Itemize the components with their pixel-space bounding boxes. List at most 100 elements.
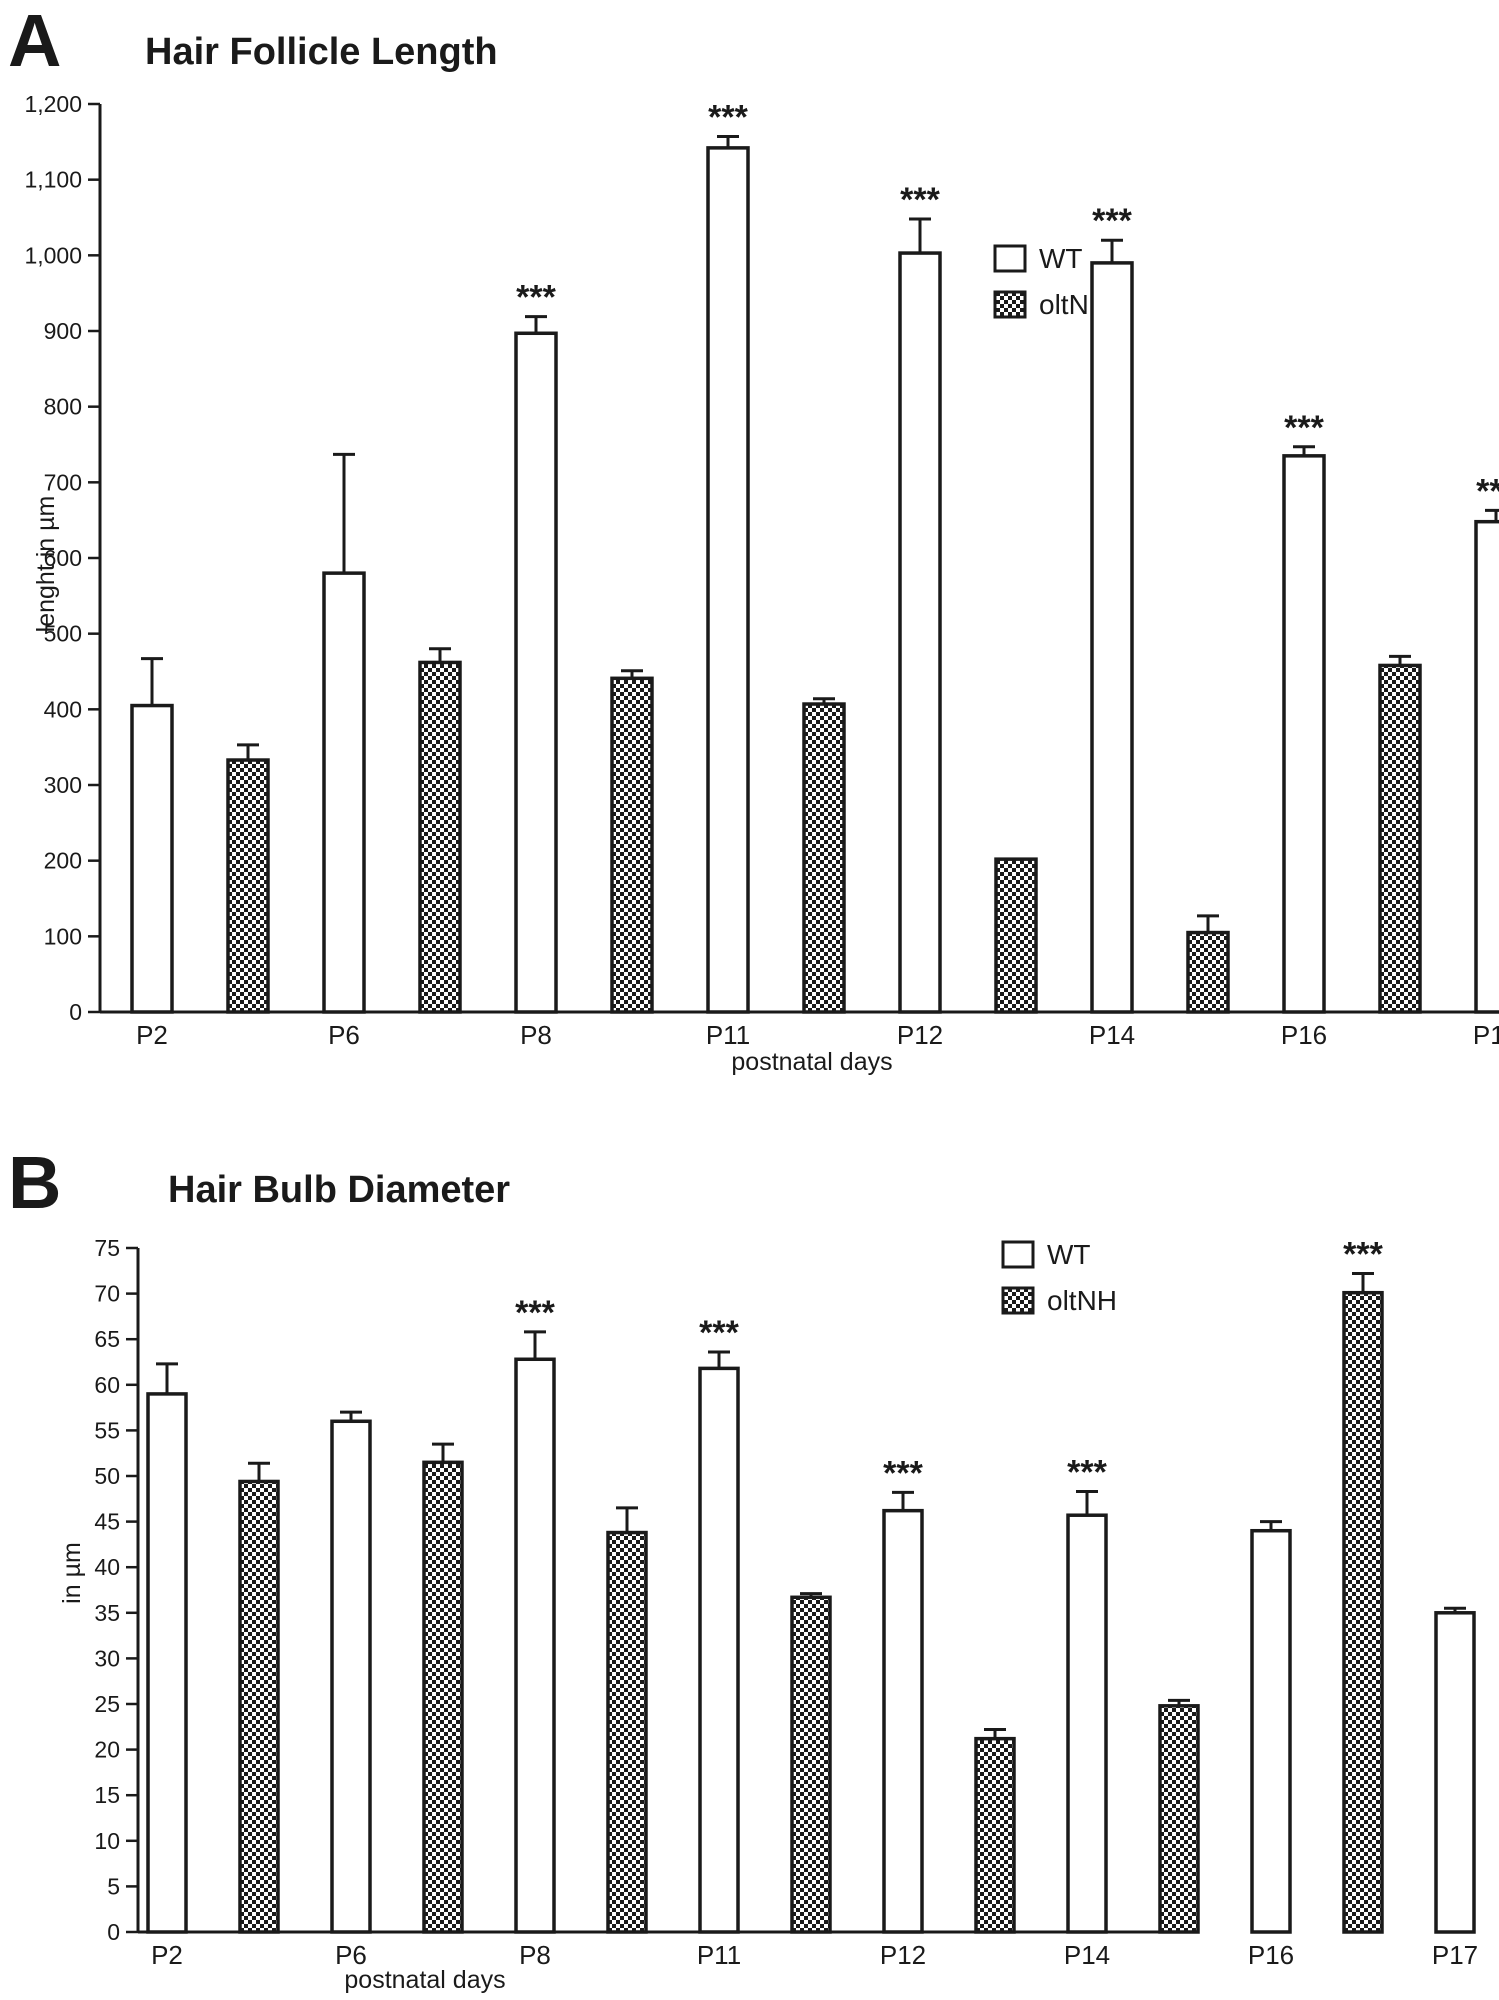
y-tick-label: 55 bbox=[94, 1417, 120, 1443]
x-tick-label: P11 bbox=[706, 1020, 750, 1050]
panel-a-y-axis-title: lenght in µm bbox=[32, 496, 60, 633]
y-tick-label: 900 bbox=[44, 318, 82, 344]
bar-wt-p6 bbox=[322, 571, 366, 1014]
panel-b-y-axis-title: in µm bbox=[58, 1542, 86, 1604]
y-tick-label: 35 bbox=[94, 1600, 120, 1626]
y-tick-label: 50 bbox=[94, 1463, 120, 1489]
legend-swatch-oltnh bbox=[993, 290, 1027, 319]
bar-oltnh-p2 bbox=[226, 758, 270, 1014]
bar-wt-p17 bbox=[1434, 1611, 1476, 1934]
x-tick-label: P17 bbox=[1473, 1020, 1499, 1050]
panel-a-title: Hair Follicle Length bbox=[145, 31, 498, 73]
bar-wt-p17 bbox=[1474, 519, 1499, 1014]
y-tick-label: 100 bbox=[44, 923, 82, 949]
legend-label-oltnh: oltNH bbox=[1047, 1285, 1117, 1316]
bar-wt-p11 bbox=[706, 146, 750, 1014]
panel-b-title: Hair Bulb Diameter bbox=[168, 1169, 510, 1211]
legend-swatch-wt bbox=[993, 244, 1027, 273]
panel-b-plot: 0 5 10 15 20 25 30 35 40 45 50 55 60 65 70 75 P2 P6 P8 P11 P… bbox=[94, 1235, 1478, 1970]
y-tick-label: 1,100 bbox=[24, 167, 82, 193]
x-tick-label: P6 bbox=[328, 1020, 360, 1050]
significance-marker: *** bbox=[883, 1454, 923, 1492]
y-tick-label: 0 bbox=[69, 999, 82, 1025]
panel-a-x-axis-title: postnatal days bbox=[731, 1048, 892, 1076]
panel-a-plot: 0 100 200 300 400 500 600 700 800 900 1,000 1,100 1,… bbox=[24, 91, 1499, 1050]
bar-wt-p8 bbox=[514, 1357, 556, 1934]
y-tick-label: 65 bbox=[94, 1326, 120, 1352]
x-tick-label: P17 bbox=[1432, 1940, 1478, 1970]
bar-wt-p12 bbox=[898, 251, 942, 1014]
bar-oltnh-p12 bbox=[974, 1736, 1016, 1934]
panel-b: B Hair Bulb Diameter in µm postnatal day… bbox=[8, 1141, 1478, 1994]
y-tick-label: 500 bbox=[44, 621, 82, 647]
y-tick-label: 800 bbox=[44, 394, 82, 420]
y-tick-label: 70 bbox=[94, 1281, 120, 1307]
panel-b-x-axis-title: postnatal days bbox=[344, 1966, 505, 1994]
y-tick-label: 25 bbox=[94, 1691, 120, 1717]
significance-marker: *** bbox=[515, 1294, 555, 1332]
bar-oltnh-p11 bbox=[790, 1595, 832, 1934]
significance-marker: *** bbox=[1067, 1454, 1107, 1492]
y-tick-label: 15 bbox=[94, 1782, 120, 1808]
legend-label-wt: WT bbox=[1039, 243, 1083, 274]
bar-oltnh-p11 bbox=[802, 702, 846, 1014]
y-tick-label: 75 bbox=[94, 1235, 120, 1261]
x-tick-label: P16 bbox=[1248, 1940, 1294, 1970]
y-tick-label: 10 bbox=[94, 1828, 120, 1854]
bar-oltnh-p8 bbox=[606, 1530, 648, 1934]
panel-a: A Hair Follicle Length lenght in µm post… bbox=[8, 0, 1499, 1076]
bar-wt-p11 bbox=[698, 1366, 740, 1934]
y-tick-label: 5 bbox=[107, 1873, 120, 1899]
significance-marker: *** bbox=[1343, 1236, 1383, 1274]
panel-b-legend: WT oltNH bbox=[1001, 1239, 1117, 1316]
significance-marker: *** bbox=[1092, 202, 1132, 240]
bar-oltnh-p2 bbox=[238, 1479, 280, 1934]
y-tick-label: 200 bbox=[44, 848, 82, 874]
x-tick-label: P2 bbox=[136, 1020, 168, 1050]
bar-wt-p14 bbox=[1066, 1513, 1108, 1934]
significance-marker: *** bbox=[708, 99, 748, 137]
significance-marker: *** bbox=[900, 181, 940, 219]
bar-oltnh-p6 bbox=[418, 660, 462, 1014]
y-tick-label: 20 bbox=[94, 1737, 120, 1763]
y-tick-label: 600 bbox=[44, 545, 82, 571]
x-tick-label: P14 bbox=[1089, 1020, 1135, 1050]
x-tick-label: P11 bbox=[697, 1940, 741, 1970]
y-tick-label: 700 bbox=[44, 469, 82, 495]
x-tick-label: P12 bbox=[880, 1940, 926, 1970]
panel-a-letter: A bbox=[8, 0, 61, 82]
bar-wt-p8 bbox=[514, 331, 558, 1014]
significance-marker: *** bbox=[516, 279, 556, 317]
y-tick-label: 30 bbox=[94, 1645, 120, 1671]
bar-oltnh-p16 bbox=[1378, 663, 1422, 1014]
bar-wt-p16 bbox=[1282, 454, 1326, 1014]
legend-swatch-wt bbox=[1001, 1240, 1035, 1269]
bar-wt-p16 bbox=[1250, 1528, 1292, 1934]
bar-wt-p2 bbox=[130, 703, 174, 1014]
y-tick-label: 60 bbox=[94, 1372, 120, 1398]
y-tick-label: 300 bbox=[44, 772, 82, 798]
x-tick-label: P8 bbox=[519, 1940, 551, 1970]
bar-wt-p6 bbox=[330, 1419, 372, 1934]
x-tick-label: P14 bbox=[1064, 1940, 1110, 1970]
x-tick-label: P8 bbox=[520, 1020, 552, 1050]
significance-marker: *** bbox=[1284, 409, 1324, 447]
bar-oltnh-p6 bbox=[422, 1460, 464, 1934]
x-tick-label: P6 bbox=[335, 1940, 367, 1970]
bar-oltnh-p12 bbox=[994, 857, 1038, 1014]
panel-b-letter: B bbox=[8, 1141, 61, 1224]
bar-wt-p12 bbox=[882, 1508, 924, 1934]
bar-oltnh-p8 bbox=[610, 676, 654, 1014]
significance-marker: *** bbox=[1476, 472, 1499, 510]
legend-swatch-oltnh bbox=[1001, 1286, 1035, 1315]
bar-wt-p14 bbox=[1090, 261, 1134, 1014]
y-tick-label: 0 bbox=[107, 1919, 120, 1945]
x-tick-label: P12 bbox=[897, 1020, 943, 1050]
y-tick-label: 1,000 bbox=[24, 242, 82, 268]
y-tick-label: 45 bbox=[94, 1509, 120, 1535]
bar-oltnh-p14 bbox=[1158, 1704, 1200, 1934]
significance-marker: *** bbox=[699, 1314, 739, 1352]
y-tick-label: 1,200 bbox=[24, 91, 82, 117]
bar-oltnh-p16 bbox=[1342, 1290, 1384, 1934]
